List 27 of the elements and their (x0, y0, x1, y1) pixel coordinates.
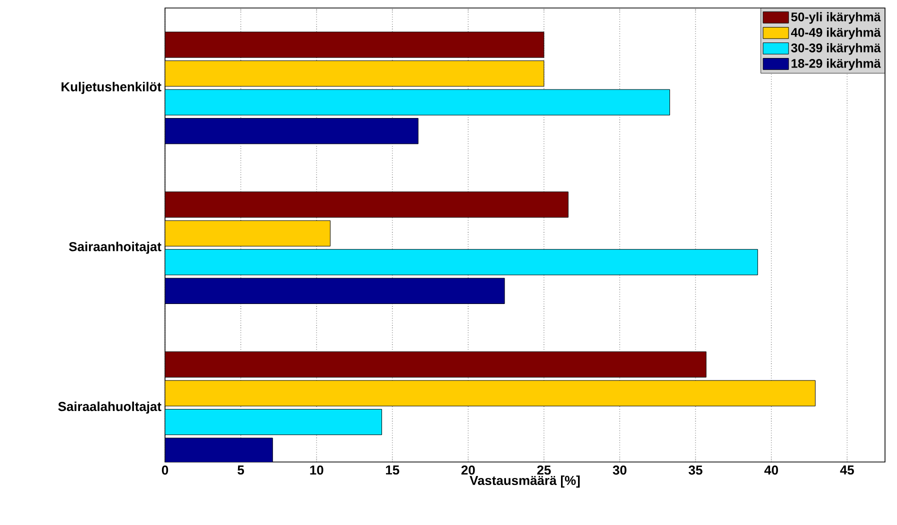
bar (165, 32, 544, 58)
x-tick-label: 45 (840, 466, 854, 475)
legend-label: 30-39 ikäryhmä (791, 43, 881, 55)
y-tick-label: Sairaanhoitajat (69, 242, 162, 254)
bar (165, 60, 544, 87)
legend-label: 18-29 ikäryhmä (792, 58, 881, 70)
bar (165, 380, 816, 406)
bar (165, 249, 758, 276)
x-tick-label: 30 (612, 466, 626, 475)
bar (165, 192, 568, 218)
x-tick-label: 25 (537, 466, 551, 475)
x-tick-label: 20 (461, 466, 475, 475)
x-tick-label: 15 (386, 466, 400, 475)
bar (165, 220, 330, 246)
x-axis-title: Vastausmäärä [%] (470, 476, 580, 488)
y-tick-label: Sairaalahuoltajat (58, 402, 162, 414)
x-tick-label: 5 (238, 466, 244, 475)
x-tick-label: 10 (310, 466, 324, 475)
bar (165, 89, 670, 116)
x-tick-label: 35 (688, 466, 702, 475)
bar (165, 351, 706, 378)
y-tick-label: Kuljetushenkilöt (62, 82, 162, 94)
x-tick-label: 0 (162, 466, 168, 475)
legend-label: 40-49 ikäryhmä (791, 28, 881, 40)
legend-label: 50-yli ikäryhmä (791, 12, 881, 24)
bar (165, 408, 382, 436)
x-tick-label: 40 (764, 466, 778, 475)
